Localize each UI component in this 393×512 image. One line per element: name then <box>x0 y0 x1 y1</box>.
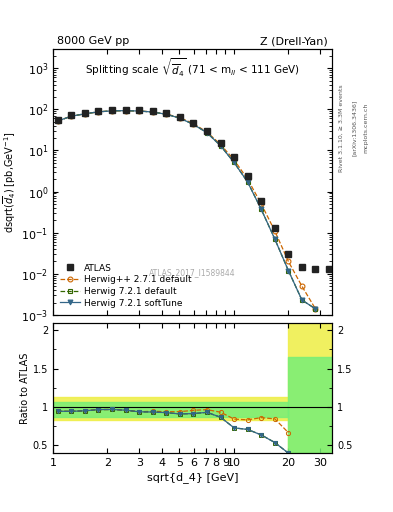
Herwig 7.2.1 softTune <box>313 306 318 312</box>
Herwig 7.2.1 default <box>83 111 87 117</box>
ATLAS <box>299 264 304 270</box>
X-axis label: sqrt{d_4} [GeV]: sqrt{d_4} [GeV] <box>147 472 238 483</box>
Herwig 7.2.1 default <box>55 118 60 124</box>
Y-axis label: dσ
dsqrt($\overline{d}_{4}$) [pb,GeV$^{-1}$]: dσ dsqrt($\overline{d}_{4}$) [pb,GeV$^{-… <box>0 131 18 233</box>
ATLAS <box>178 114 182 120</box>
Herwig++ 2.7.1 default <box>164 111 169 117</box>
Herwig 7.2.1 softTune <box>151 109 155 115</box>
Herwig 7.2.1 softTune <box>69 113 73 119</box>
Herwig 7.2.1 softTune <box>218 143 223 149</box>
Herwig 7.2.1 default <box>286 267 291 273</box>
Line: Herwig 7.2.1 default: Herwig 7.2.1 default <box>55 108 318 311</box>
Herwig 7.2.1 default <box>96 109 101 115</box>
ATLAS <box>313 266 318 272</box>
Herwig 7.2.1 softTune <box>259 206 264 212</box>
Text: 8000 GeV pp: 8000 GeV pp <box>57 36 129 46</box>
ATLAS <box>96 108 101 114</box>
Line: ATLAS: ATLAS <box>55 107 332 272</box>
Herwig 7.2.1 softTune <box>96 109 101 115</box>
ATLAS <box>286 251 291 257</box>
ATLAS <box>123 107 128 113</box>
Herwig++ 2.7.1 default <box>299 283 304 289</box>
ATLAS <box>327 266 331 272</box>
Herwig 7.2.1 default <box>164 111 169 117</box>
Herwig++ 2.7.1 default <box>83 111 87 117</box>
Herwig++ 2.7.1 default <box>218 141 223 147</box>
Herwig 7.2.1 default <box>151 109 155 115</box>
Herwig 7.2.1 softTune <box>232 159 237 165</box>
ATLAS <box>272 225 277 231</box>
Herwig 7.2.1 default <box>123 108 128 114</box>
Herwig 7.2.1 default <box>232 159 237 165</box>
Y-axis label: Ratio to ATLAS: Ratio to ATLAS <box>20 352 30 423</box>
Herwig++ 2.7.1 default <box>123 108 128 114</box>
Herwig++ 2.7.1 default <box>110 108 114 114</box>
ATLAS <box>191 120 196 126</box>
Herwig 7.2.1 softTune <box>245 179 250 185</box>
Herwig 7.2.1 default <box>137 108 141 114</box>
Herwig 7.2.1 default <box>245 179 250 185</box>
Herwig++ 2.7.1 default <box>55 118 60 124</box>
ATLAS <box>245 173 250 179</box>
Herwig++ 2.7.1 default <box>272 228 277 234</box>
Text: Z (Drell-Yan): Z (Drell-Yan) <box>261 36 328 46</box>
Legend: ATLAS, Herwig++ 2.7.1 default, Herwig 7.2.1 default, Herwig 7.2.1 softTune: ATLAS, Herwig++ 2.7.1 default, Herwig 7.… <box>57 261 194 310</box>
ATLAS <box>205 129 209 135</box>
Herwig++ 2.7.1 default <box>191 120 196 126</box>
Herwig 7.2.1 default <box>110 108 114 114</box>
ATLAS <box>110 107 114 113</box>
Herwig++ 2.7.1 default <box>286 259 291 265</box>
Herwig 7.2.1 softTune <box>55 118 60 124</box>
Herwig++ 2.7.1 default <box>137 108 141 114</box>
Herwig++ 2.7.1 default <box>178 115 182 121</box>
Text: [arXiv:1306.3436]: [arXiv:1306.3436] <box>352 100 357 156</box>
Text: Splitting scale $\sqrt{\overline{d}_{4}}$ (71 < m$_{ll}$ < 111 GeV): Splitting scale $\sqrt{\overline{d}_{4}}… <box>85 57 300 79</box>
Herwig 7.2.1 softTune <box>137 108 141 114</box>
Herwig 7.2.1 default <box>69 113 73 119</box>
Herwig 7.2.1 default <box>259 206 264 212</box>
Herwig 7.2.1 default <box>205 130 209 136</box>
Herwig 7.2.1 softTune <box>83 111 87 117</box>
Herwig++ 2.7.1 default <box>96 109 101 115</box>
Herwig++ 2.7.1 default <box>313 306 318 312</box>
Herwig 7.2.1 default <box>272 236 277 242</box>
Herwig 7.2.1 softTune <box>178 115 182 121</box>
Text: ATLAS_2017_I1589844: ATLAS_2017_I1589844 <box>149 268 236 277</box>
Herwig 7.2.1 softTune <box>191 121 196 127</box>
Line: Herwig++ 2.7.1 default: Herwig++ 2.7.1 default <box>55 108 318 311</box>
ATLAS <box>259 198 264 204</box>
Herwig++ 2.7.1 default <box>245 176 250 182</box>
Text: mcplots.cern.ch: mcplots.cern.ch <box>364 103 369 153</box>
ATLAS <box>151 108 155 114</box>
Text: Rivet 3.1.10, ≥ 3.3M events: Rivet 3.1.10, ≥ 3.3M events <box>339 84 344 172</box>
ATLAS <box>69 112 73 118</box>
ATLAS <box>55 117 60 123</box>
Herwig 7.2.1 default <box>313 306 318 312</box>
Herwig++ 2.7.1 default <box>205 129 209 135</box>
Herwig 7.2.1 softTune <box>205 130 209 136</box>
Herwig 7.2.1 softTune <box>299 297 304 303</box>
Herwig 7.2.1 default <box>178 115 182 121</box>
Line: Herwig 7.2.1 softTune: Herwig 7.2.1 softTune <box>55 108 318 311</box>
ATLAS <box>83 110 87 116</box>
Herwig++ 2.7.1 default <box>259 201 264 207</box>
Herwig 7.2.1 softTune <box>110 108 114 114</box>
Herwig++ 2.7.1 default <box>151 109 155 115</box>
Herwig 7.2.1 softTune <box>164 111 169 117</box>
Herwig++ 2.7.1 default <box>69 113 73 119</box>
Herwig 7.2.1 softTune <box>123 108 128 114</box>
ATLAS <box>232 154 237 160</box>
Herwig 7.2.1 default <box>299 297 304 303</box>
Herwig 7.2.1 softTune <box>286 267 291 273</box>
ATLAS <box>218 140 223 146</box>
ATLAS <box>164 110 169 116</box>
ATLAS <box>137 107 141 113</box>
Herwig 7.2.1 default <box>218 143 223 149</box>
Herwig++ 2.7.1 default <box>232 157 237 163</box>
Herwig 7.2.1 default <box>191 121 196 127</box>
Herwig 7.2.1 softTune <box>272 236 277 242</box>
